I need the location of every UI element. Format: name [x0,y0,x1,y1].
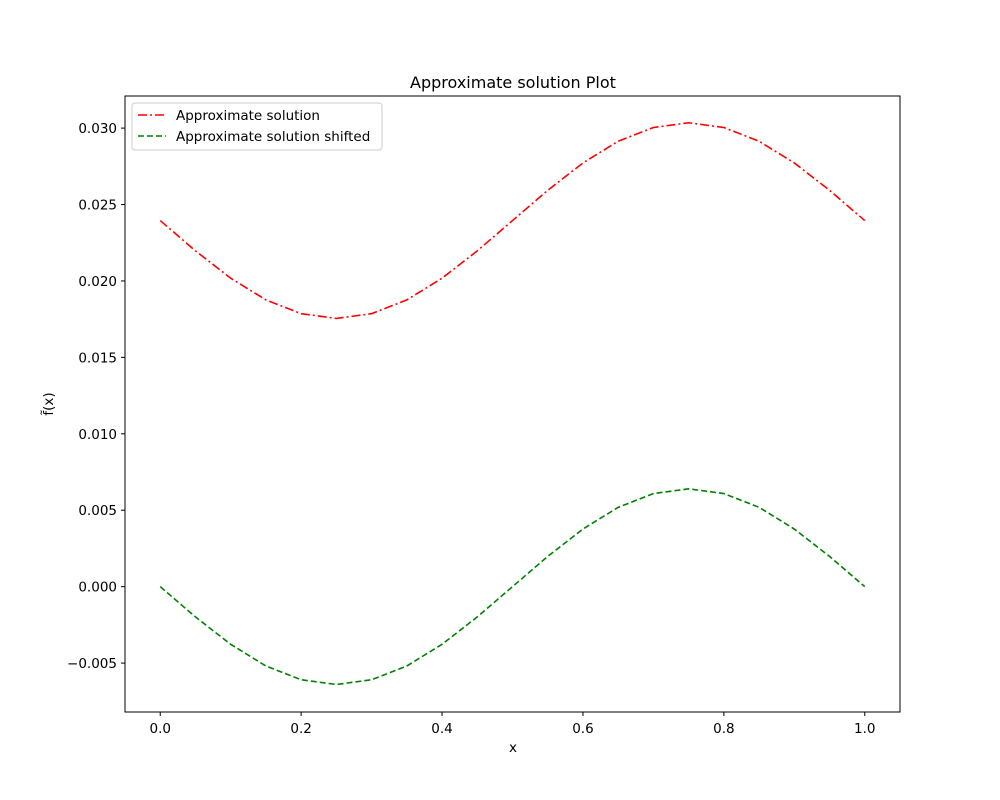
chart-title: Approximate solution Plot [410,73,616,92]
y-tick-label: −0.005 [67,656,117,672]
x-tick-label: 0.2 [290,721,311,737]
legend: Approximate solution Approximate solution… [131,102,383,151]
x-tick-label: 0.0 [149,721,170,737]
y-axis-label: f̃(x) [41,392,57,415]
y-tick-label: 0.015 [78,350,117,366]
y-axis: −0.005 0.000 0.005 0.010 0.015 0.020 0.025 0.03… [67,121,125,672]
series-line-1 [159,121,866,320]
y-tick-label: 0.025 [78,198,117,214]
x-axis: 0.0 0.2 0.4 0.6 0.8 1.0 [149,712,876,737]
x-tick-label: 0.8 [713,721,734,737]
series-line-2 [159,488,866,686]
series-lines [159,121,866,686]
x-axis-label: x [509,740,517,756]
y-tick-label: 0.030 [78,121,117,137]
legend-label-1: Approximate solution [176,108,320,124]
y-tick-label: 0.000 [78,580,117,596]
legend-box [131,102,383,151]
plot-area [125,96,900,712]
y-tick-label: 0.005 [78,503,117,519]
y-tick-label: 0.010 [78,427,117,443]
plot-frame [124,95,901,713]
legend-label-2: Approximate solution shifted [176,129,370,145]
x-tick-label: 1.0 [854,721,875,737]
x-tick-label: 0.4 [431,721,452,737]
x-tick-label: 0.6 [572,721,593,737]
y-tick-label: 0.020 [78,274,117,290]
